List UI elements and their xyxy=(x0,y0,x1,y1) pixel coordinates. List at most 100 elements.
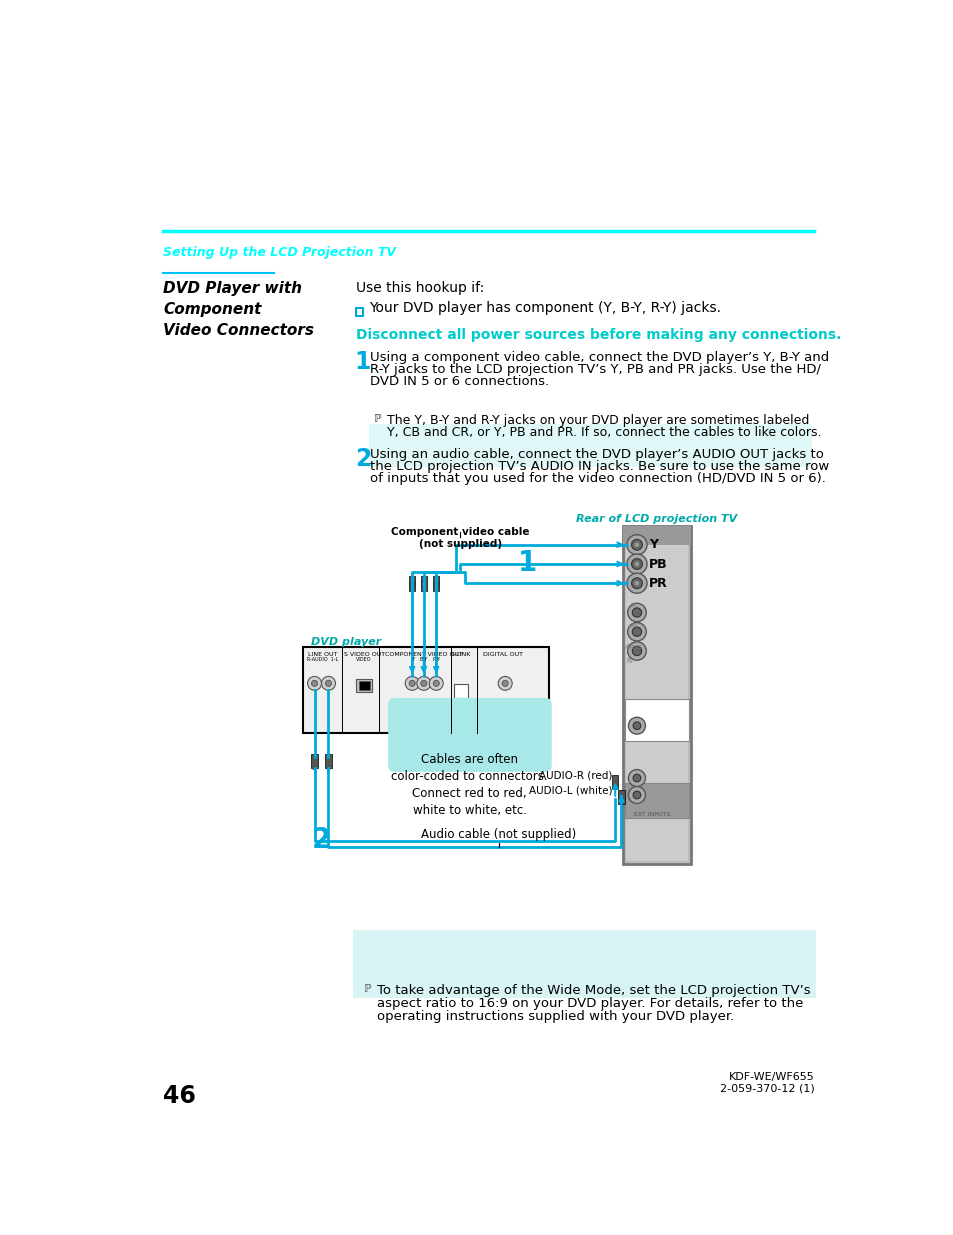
Circle shape xyxy=(632,608,641,618)
Bar xyxy=(625,529,687,861)
Text: L-: L- xyxy=(626,642,633,648)
Text: 2: 2 xyxy=(355,447,371,471)
Text: ℙ: ℙ xyxy=(364,983,372,994)
Circle shape xyxy=(634,542,639,547)
Bar xyxy=(303,647,549,734)
Bar xyxy=(325,755,332,768)
Text: Component video cable
(not supplied): Component video cable (not supplied) xyxy=(391,527,529,548)
Circle shape xyxy=(633,721,640,730)
Circle shape xyxy=(420,680,427,687)
Text: Setting Up the LCD Projection TV: Setting Up the LCD Projection TV xyxy=(163,246,396,259)
Text: AUDIO: AUDIO xyxy=(624,645,641,650)
Text: 1: 1 xyxy=(517,548,537,577)
Text: DVD Player with
Component
Video Connectors: DVD Player with Component Video Connecto… xyxy=(163,280,314,337)
Text: R-: R- xyxy=(626,658,633,664)
Bar xyxy=(454,684,468,698)
Text: KDF-WE/WF655
2-059-370-12 (1): KDF-WE/WF655 2-059-370-12 (1) xyxy=(719,1072,814,1094)
Text: VIDEO: VIDEO xyxy=(356,657,372,662)
Text: AUDIO-R (red): AUDIO-R (red) xyxy=(538,771,612,781)
Text: Using an audio cable, connect the DVD player’s AUDIO OUT jacks to: Using an audio cable, connect the DVD pl… xyxy=(370,448,823,461)
Text: DIGITAL OUT: DIGITAL OUT xyxy=(482,652,522,657)
Circle shape xyxy=(409,680,415,687)
Circle shape xyxy=(307,677,321,690)
Circle shape xyxy=(632,646,641,656)
Bar xyxy=(622,526,691,545)
Text: PR: PR xyxy=(649,577,667,590)
Bar xyxy=(435,583,437,587)
Bar xyxy=(409,576,415,592)
Circle shape xyxy=(325,680,332,687)
Text: Cables are often
color-coded to connectors.
Connect red to red,
white to white, : Cables are often color-coded to connecto… xyxy=(391,752,547,816)
Circle shape xyxy=(627,622,645,641)
Circle shape xyxy=(626,573,646,593)
Text: ℙ: ℙ xyxy=(373,414,381,424)
Text: S VIDEO OUT: S VIDEO OUT xyxy=(343,652,384,657)
Text: Using a component video cable, connect the DVD player’s Y, B-Y and: Using a component video cable, connect t… xyxy=(370,351,829,364)
Text: DVD IN 5 or 6 connections.: DVD IN 5 or 6 connections. xyxy=(370,375,549,388)
Text: of inputs that you used for the video connection (HD/DVD IN 5 or 6).: of inputs that you used for the video co… xyxy=(370,472,825,485)
Text: R-Y: R-Y xyxy=(432,657,440,662)
Text: 1: 1 xyxy=(355,350,371,374)
Circle shape xyxy=(433,680,439,687)
Text: DVD player: DVD player xyxy=(311,637,381,647)
Bar xyxy=(327,767,330,771)
Text: S-LINK: S-LINK xyxy=(451,652,471,657)
Circle shape xyxy=(634,580,639,585)
Circle shape xyxy=(626,555,646,574)
Text: the LCD projection TV’s AUDIO IN jacks. Be sure to use the same row: the LCD projection TV’s AUDIO IN jacks. … xyxy=(370,461,829,473)
Text: Y: Y xyxy=(410,657,414,662)
Circle shape xyxy=(311,680,317,687)
Text: aspect ratio to 16:9 on your DVD player. For details, refer to the: aspect ratio to 16:9 on your DVD player.… xyxy=(376,997,802,1010)
Circle shape xyxy=(632,627,641,636)
Text: PB: PB xyxy=(649,557,667,571)
Bar xyxy=(618,790,624,804)
Text: Y: Y xyxy=(649,538,658,551)
Text: Use this hookup if:: Use this hookup if: xyxy=(355,280,483,295)
Bar xyxy=(420,576,427,592)
Bar xyxy=(313,767,315,771)
Text: B-Y: B-Y xyxy=(419,657,428,662)
Bar xyxy=(356,679,372,692)
Text: The Y, B-Y and R-Y jacks on your DVD player are sometimes labeled: The Y, B-Y and R-Y jacks on your DVD pla… xyxy=(386,414,808,427)
Circle shape xyxy=(497,677,512,690)
Text: Your DVD player has component (Y, B-Y, R-Y) jacks.: Your DVD player has component (Y, B-Y, R… xyxy=(369,300,720,315)
Bar xyxy=(410,583,414,587)
Bar xyxy=(612,776,618,789)
Text: R-AUDIO  1-L: R-AUDIO 1-L xyxy=(306,657,337,662)
Text: 2: 2 xyxy=(311,826,331,853)
Text: Audio cable (not supplied): Audio cable (not supplied) xyxy=(421,829,576,841)
Text: To take advantage of the Wide Mode, set the LCD projection TV’s: To take advantage of the Wide Mode, set … xyxy=(376,983,809,997)
Bar xyxy=(624,699,688,741)
Circle shape xyxy=(416,677,431,690)
Circle shape xyxy=(631,558,641,569)
Circle shape xyxy=(633,792,640,799)
Circle shape xyxy=(633,774,640,782)
Bar xyxy=(422,583,425,587)
Text: Y, CB and CR, or Y, PB and PR. If so, connect the cables to like colors.: Y, CB and CR, or Y, PB and PR. If so, co… xyxy=(386,426,821,440)
Circle shape xyxy=(626,535,646,555)
Circle shape xyxy=(631,578,641,589)
Circle shape xyxy=(321,677,335,690)
Bar xyxy=(624,783,688,818)
Bar xyxy=(311,755,317,768)
Bar xyxy=(622,526,691,864)
Text: LINE OUT: LINE OUT xyxy=(307,652,336,657)
Circle shape xyxy=(405,677,418,690)
Text: AUDIO-L (white): AUDIO-L (white) xyxy=(528,785,612,795)
Circle shape xyxy=(628,718,645,734)
Text: Disconnect all power sources before making any connections.: Disconnect all power sources before maki… xyxy=(355,327,841,342)
Bar xyxy=(358,680,369,689)
Text: COMPONENT VIDEO OUT: COMPONENT VIDEO OUT xyxy=(384,652,462,657)
FancyBboxPatch shape xyxy=(369,424,811,467)
Text: P-: P- xyxy=(629,624,636,630)
Circle shape xyxy=(501,680,508,687)
Bar xyxy=(433,576,439,592)
Circle shape xyxy=(634,562,639,567)
Circle shape xyxy=(631,540,641,550)
Circle shape xyxy=(627,642,645,661)
Text: R-Y jacks to the LCD projection TV’s Y, PB and PR jacks. Use the HD/: R-Y jacks to the LCD projection TV’s Y, … xyxy=(370,363,821,375)
Text: operating instructions supplied with your DVD player.: operating instructions supplied with you… xyxy=(376,1010,733,1023)
Circle shape xyxy=(627,603,645,621)
FancyBboxPatch shape xyxy=(353,930,815,998)
Circle shape xyxy=(628,787,645,804)
